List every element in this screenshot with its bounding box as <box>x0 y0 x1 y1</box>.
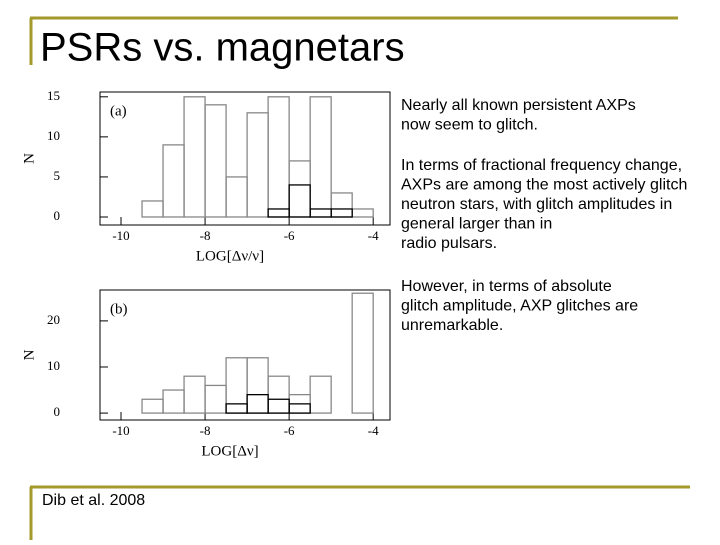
plot-frame <box>99 289 391 421</box>
histogram-bar <box>246 357 269 414</box>
x-tick-label: -4 <box>368 228 379 243</box>
histogram-bar <box>330 192 353 218</box>
histogram-bar <box>267 96 290 218</box>
body-text: general larger than in <box>401 216 552 233</box>
histogram-bar <box>288 403 311 414</box>
plot-frame <box>99 91 391 226</box>
histogram-bar <box>267 375 290 414</box>
y-tick-label: 10 <box>47 128 60 143</box>
body-text: unremarkable. <box>401 317 503 334</box>
panel-label: (b) <box>110 301 128 317</box>
histogram-bar <box>225 403 248 414</box>
histogram-bar <box>225 357 248 414</box>
histogram-bar <box>309 208 332 218</box>
histogram-bar <box>288 184 311 218</box>
body-text: AXPs are among the most actively glitch <box>401 177 687 194</box>
citation: Dib et al. 2008 <box>42 492 145 509</box>
y-tick-label: 15 <box>47 88 60 103</box>
y-tick-label: 0 <box>54 404 61 419</box>
histogram-bar <box>309 375 332 414</box>
histogram-bar <box>246 112 269 218</box>
x-tick-label: -8 <box>200 228 211 243</box>
histogram-bar <box>183 375 206 414</box>
body-text: However, in terms of absolute <box>401 278 612 295</box>
y-axis-label: N <box>21 349 37 360</box>
histogram-bar <box>141 398 164 414</box>
body-text: neutron stars, with glitch amplitudes in <box>401 196 672 213</box>
histogram-bar <box>330 208 353 218</box>
body-text: glitch amplitude, AXP glitches are <box>401 298 638 315</box>
body-text: In terms of fractional frequency change, <box>401 157 682 174</box>
panel-label: (a) <box>110 103 127 119</box>
y-tick-label: 20 <box>47 312 60 327</box>
histogram-bar <box>225 176 248 218</box>
histogram-bar <box>204 104 227 218</box>
histogram-bar <box>267 208 290 218</box>
y-axis-label: N <box>21 153 37 164</box>
x-tick-label: -10 <box>112 423 129 438</box>
histogram-bar <box>246 393 269 414</box>
x-tick-label: -4 <box>368 423 379 438</box>
slide-title: PSRs vs. magnetars <box>40 26 405 70</box>
histogram-bar <box>288 160 311 218</box>
x-tick-label: -6 <box>284 228 295 243</box>
histogram-bar <box>267 398 290 414</box>
histogram-bar <box>162 389 185 414</box>
histogram-bar <box>141 200 164 218</box>
histogram-bar <box>351 208 374 218</box>
histogram-bar <box>183 96 206 218</box>
y-tick-label: 10 <box>47 358 60 373</box>
histogram-bar <box>309 96 332 218</box>
x-tick-label: -8 <box>200 423 211 438</box>
histogram-bar <box>204 384 227 414</box>
y-tick-label: 5 <box>54 168 61 183</box>
body-text: Nearly all known persistent AXPs <box>401 97 636 114</box>
body-text: now seem to glitch. <box>401 117 538 134</box>
body-text: radio pulsars. <box>401 235 497 252</box>
y-tick-label: 0 <box>54 208 61 223</box>
x-tick-label: -6 <box>284 423 295 438</box>
histogram-bar <box>162 144 185 218</box>
x-axis-label: LOG[Δν] <box>201 443 258 459</box>
x-axis-label: LOG[Δν/ν] <box>196 248 264 264</box>
histogram-bar <box>351 292 374 414</box>
x-tick-label: -10 <box>112 228 129 243</box>
